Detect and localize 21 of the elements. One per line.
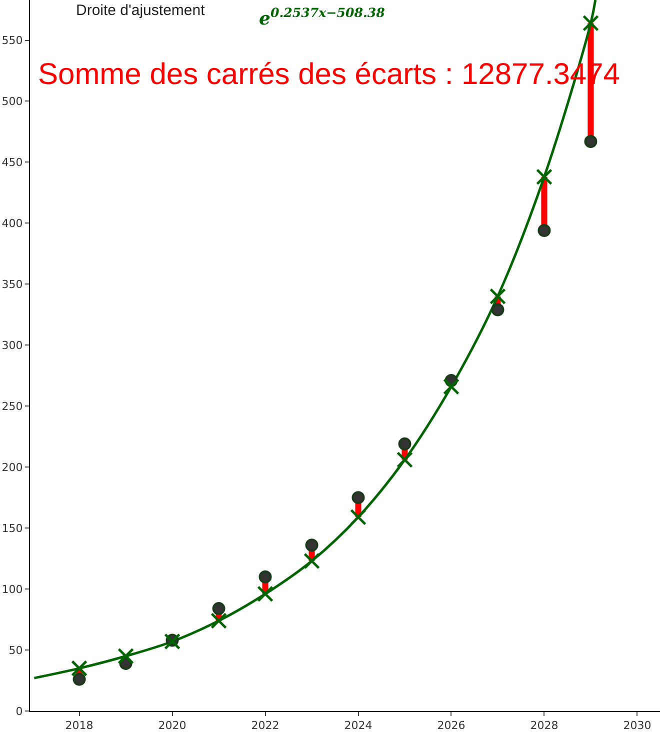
x-tick-label: 2024 [344,719,372,732]
y-tick-label: 50 [8,644,23,657]
x-tick-label: 2018 [65,719,94,732]
y-tick-label: 0 [16,704,23,718]
x-tick-label: 2022 [251,719,280,732]
x-tick-label: 2026 [437,719,466,732]
annotation: e$^{0.2537x−508.38}$ [259,5,386,30]
y-tick-label: 400 [2,217,23,230]
y-tick-label: 250 [2,400,23,413]
y-tick-label: 350 [2,278,23,292]
y-tick-label: 200 [2,460,23,474]
y-tick-label: 300 [2,338,23,352]
y-tick-label: 100 [2,582,23,596]
x-tick-label: 2030 [623,719,652,732]
y-tick-label: 550 [2,34,23,48]
y-tick-label: 150 [2,522,23,535]
x-tick-label: 2028 [530,719,558,732]
y-tick-label: 500 [2,95,23,108]
annotation: Droite d'ajustement [76,2,206,19]
y-tick-label: 450 [2,156,23,170]
x-tick-label: 2020 [158,719,186,732]
